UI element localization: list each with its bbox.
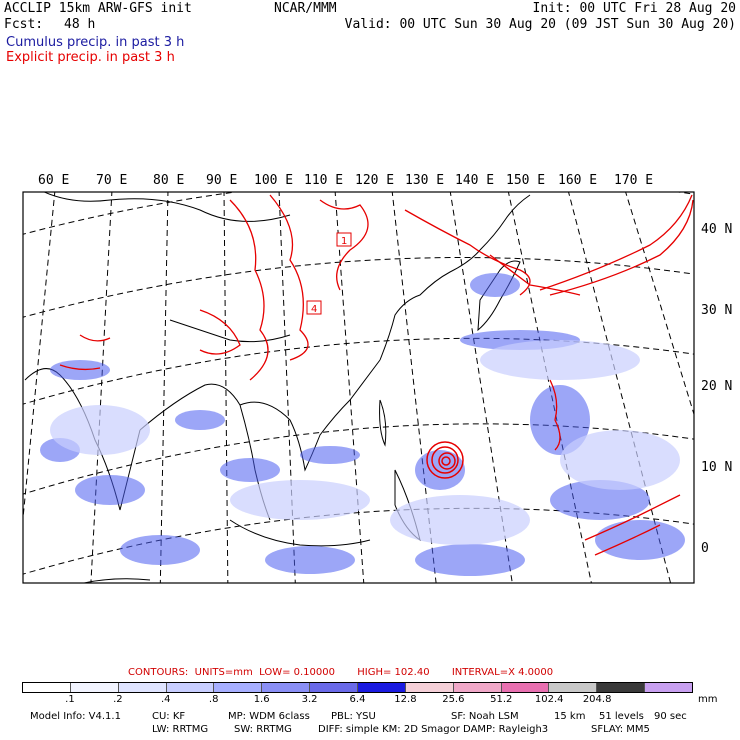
lat-label: 10 N xyxy=(701,460,733,475)
map-frame xyxy=(22,191,695,584)
colorbar-tick-label: 6.4 xyxy=(349,694,366,705)
colorbar-tick-label: 3.2 xyxy=(301,694,318,705)
lon-label: 110 E xyxy=(304,173,344,188)
colorbar-cell xyxy=(70,683,119,692)
model-info-sflay: SFLAY: MM5 xyxy=(591,724,650,735)
colorbar-tick-label: .4 xyxy=(161,694,171,705)
contour-labels xyxy=(306,232,352,315)
contour-label: CONTOURS: xyxy=(128,667,189,678)
cumulus-legend: Cumulus precip. in past 3 h xyxy=(6,35,185,50)
fcst-label: Fcst: xyxy=(4,17,44,32)
colorbar-tick-label: 25.6 xyxy=(442,694,465,705)
colorbar-unit: mm xyxy=(698,694,718,705)
colorbar-tick-label: 204.8 xyxy=(582,694,612,705)
fcst-value: 48 h xyxy=(64,17,96,32)
colorbar-cell xyxy=(645,683,693,692)
light-precip xyxy=(50,340,680,545)
colorbar-cell xyxy=(453,683,502,692)
model-info-version: Model Info: V4.1.1 xyxy=(30,711,121,722)
org-label: NCAR/MMM xyxy=(274,1,337,16)
model-info-res: 15 km xyxy=(554,711,586,722)
model-info-diff: DIFF: simple KM: 2D Smagor DAMP: Rayleig… xyxy=(318,724,549,735)
contour-label-1: 1 xyxy=(341,236,347,247)
colorbar-cell xyxy=(549,683,598,692)
model-info-sw: SW: RRTMG xyxy=(234,724,292,735)
colorbar-tick-label: .8 xyxy=(208,694,219,705)
model-title: ACCLIP 15km ARW-GFS init xyxy=(4,1,192,16)
lon-label: 60 E xyxy=(38,173,70,188)
colorbar-cell xyxy=(405,683,454,692)
model-info-lw: LW: RRTMG xyxy=(152,724,209,735)
lon-label: 140 E xyxy=(455,173,495,188)
colorbar-tick-label: 102.4 xyxy=(534,694,564,705)
colorbar-cell xyxy=(501,683,550,692)
explicit-precip xyxy=(59,194,694,556)
colorbar-cell xyxy=(118,683,167,692)
lat-label: 40 N xyxy=(701,222,733,237)
cumulus-precip xyxy=(40,273,685,576)
colorbar-cell xyxy=(23,683,71,692)
lon-label: 150 E xyxy=(506,173,546,188)
model-info-cu: CU: KF xyxy=(152,711,186,722)
colorbar xyxy=(22,682,693,693)
lon-label: 80 E xyxy=(153,173,185,188)
explicit-legend: Explicit precip. in past 3 h xyxy=(6,50,175,65)
colorbar-cell xyxy=(166,683,215,692)
lon-label: 160 E xyxy=(558,173,598,188)
typhoon-rings xyxy=(426,441,464,479)
model-info-sf: SF: Noah LSM xyxy=(451,711,519,722)
valid-time: Valid: 00 UTC Sun 30 Aug 20 (09 JST Sun … xyxy=(344,17,736,32)
lat-label: 30 N xyxy=(701,303,733,318)
lat-label: 0 xyxy=(701,541,709,556)
lon-label: 90 E xyxy=(206,173,238,188)
colorbar-tick-label: 1.6 xyxy=(253,694,270,705)
model-info-levels: 51 levels xyxy=(599,711,644,722)
colorbar-tick-label: .2 xyxy=(113,694,123,705)
contour-high: HIGH= 102.40 xyxy=(357,667,430,678)
init-time: Init: 00 UTC Fri 28 Aug 20 xyxy=(532,1,737,16)
lon-label: 170 E xyxy=(614,173,654,188)
contour-info: CONTOURS: UNITS=mm LOW= 0.10000 HIGH= 10… xyxy=(128,667,553,678)
lon-label: 100 E xyxy=(254,173,294,188)
lon-label: 130 E xyxy=(405,173,445,188)
colorbar-cell xyxy=(262,683,311,692)
colorbar-tick-label: 51.2 xyxy=(490,694,513,705)
colorbar-cell xyxy=(214,683,263,692)
lat-label: 20 N xyxy=(701,379,733,394)
contour-units: UNITS=mm xyxy=(194,667,253,678)
colorbar-tick-label: .1 xyxy=(65,694,75,705)
model-info-mp: MP: WDM 6class xyxy=(228,711,310,722)
colorbar-cell xyxy=(310,683,359,692)
contour-low: LOW= 0.10000 xyxy=(259,667,335,678)
colorbar-cell xyxy=(597,683,646,692)
colorbar-tick-label: 12.8 xyxy=(394,694,417,705)
lon-label: 70 E xyxy=(96,173,128,188)
colorbar-cell xyxy=(358,683,406,692)
lon-label: 120 E xyxy=(355,173,395,188)
contour-label-4: 4 xyxy=(311,304,317,315)
model-info-step: 90 sec xyxy=(654,711,687,722)
contour-interval: INTERVAL=X 4.0000 xyxy=(451,667,554,678)
model-info-pbl: PBL: YSU xyxy=(331,711,376,722)
